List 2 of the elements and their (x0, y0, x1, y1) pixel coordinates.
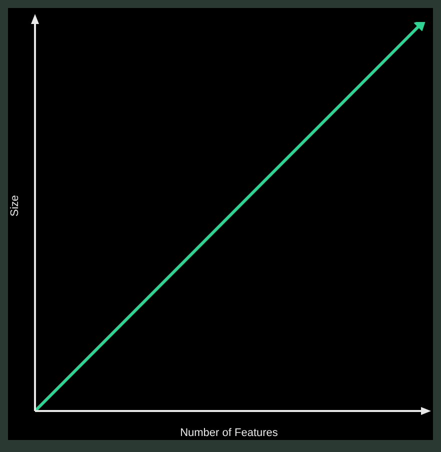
x-axis-title: Number of Features (180, 427, 278, 439)
y-axis-title: Size (8, 195, 21, 216)
